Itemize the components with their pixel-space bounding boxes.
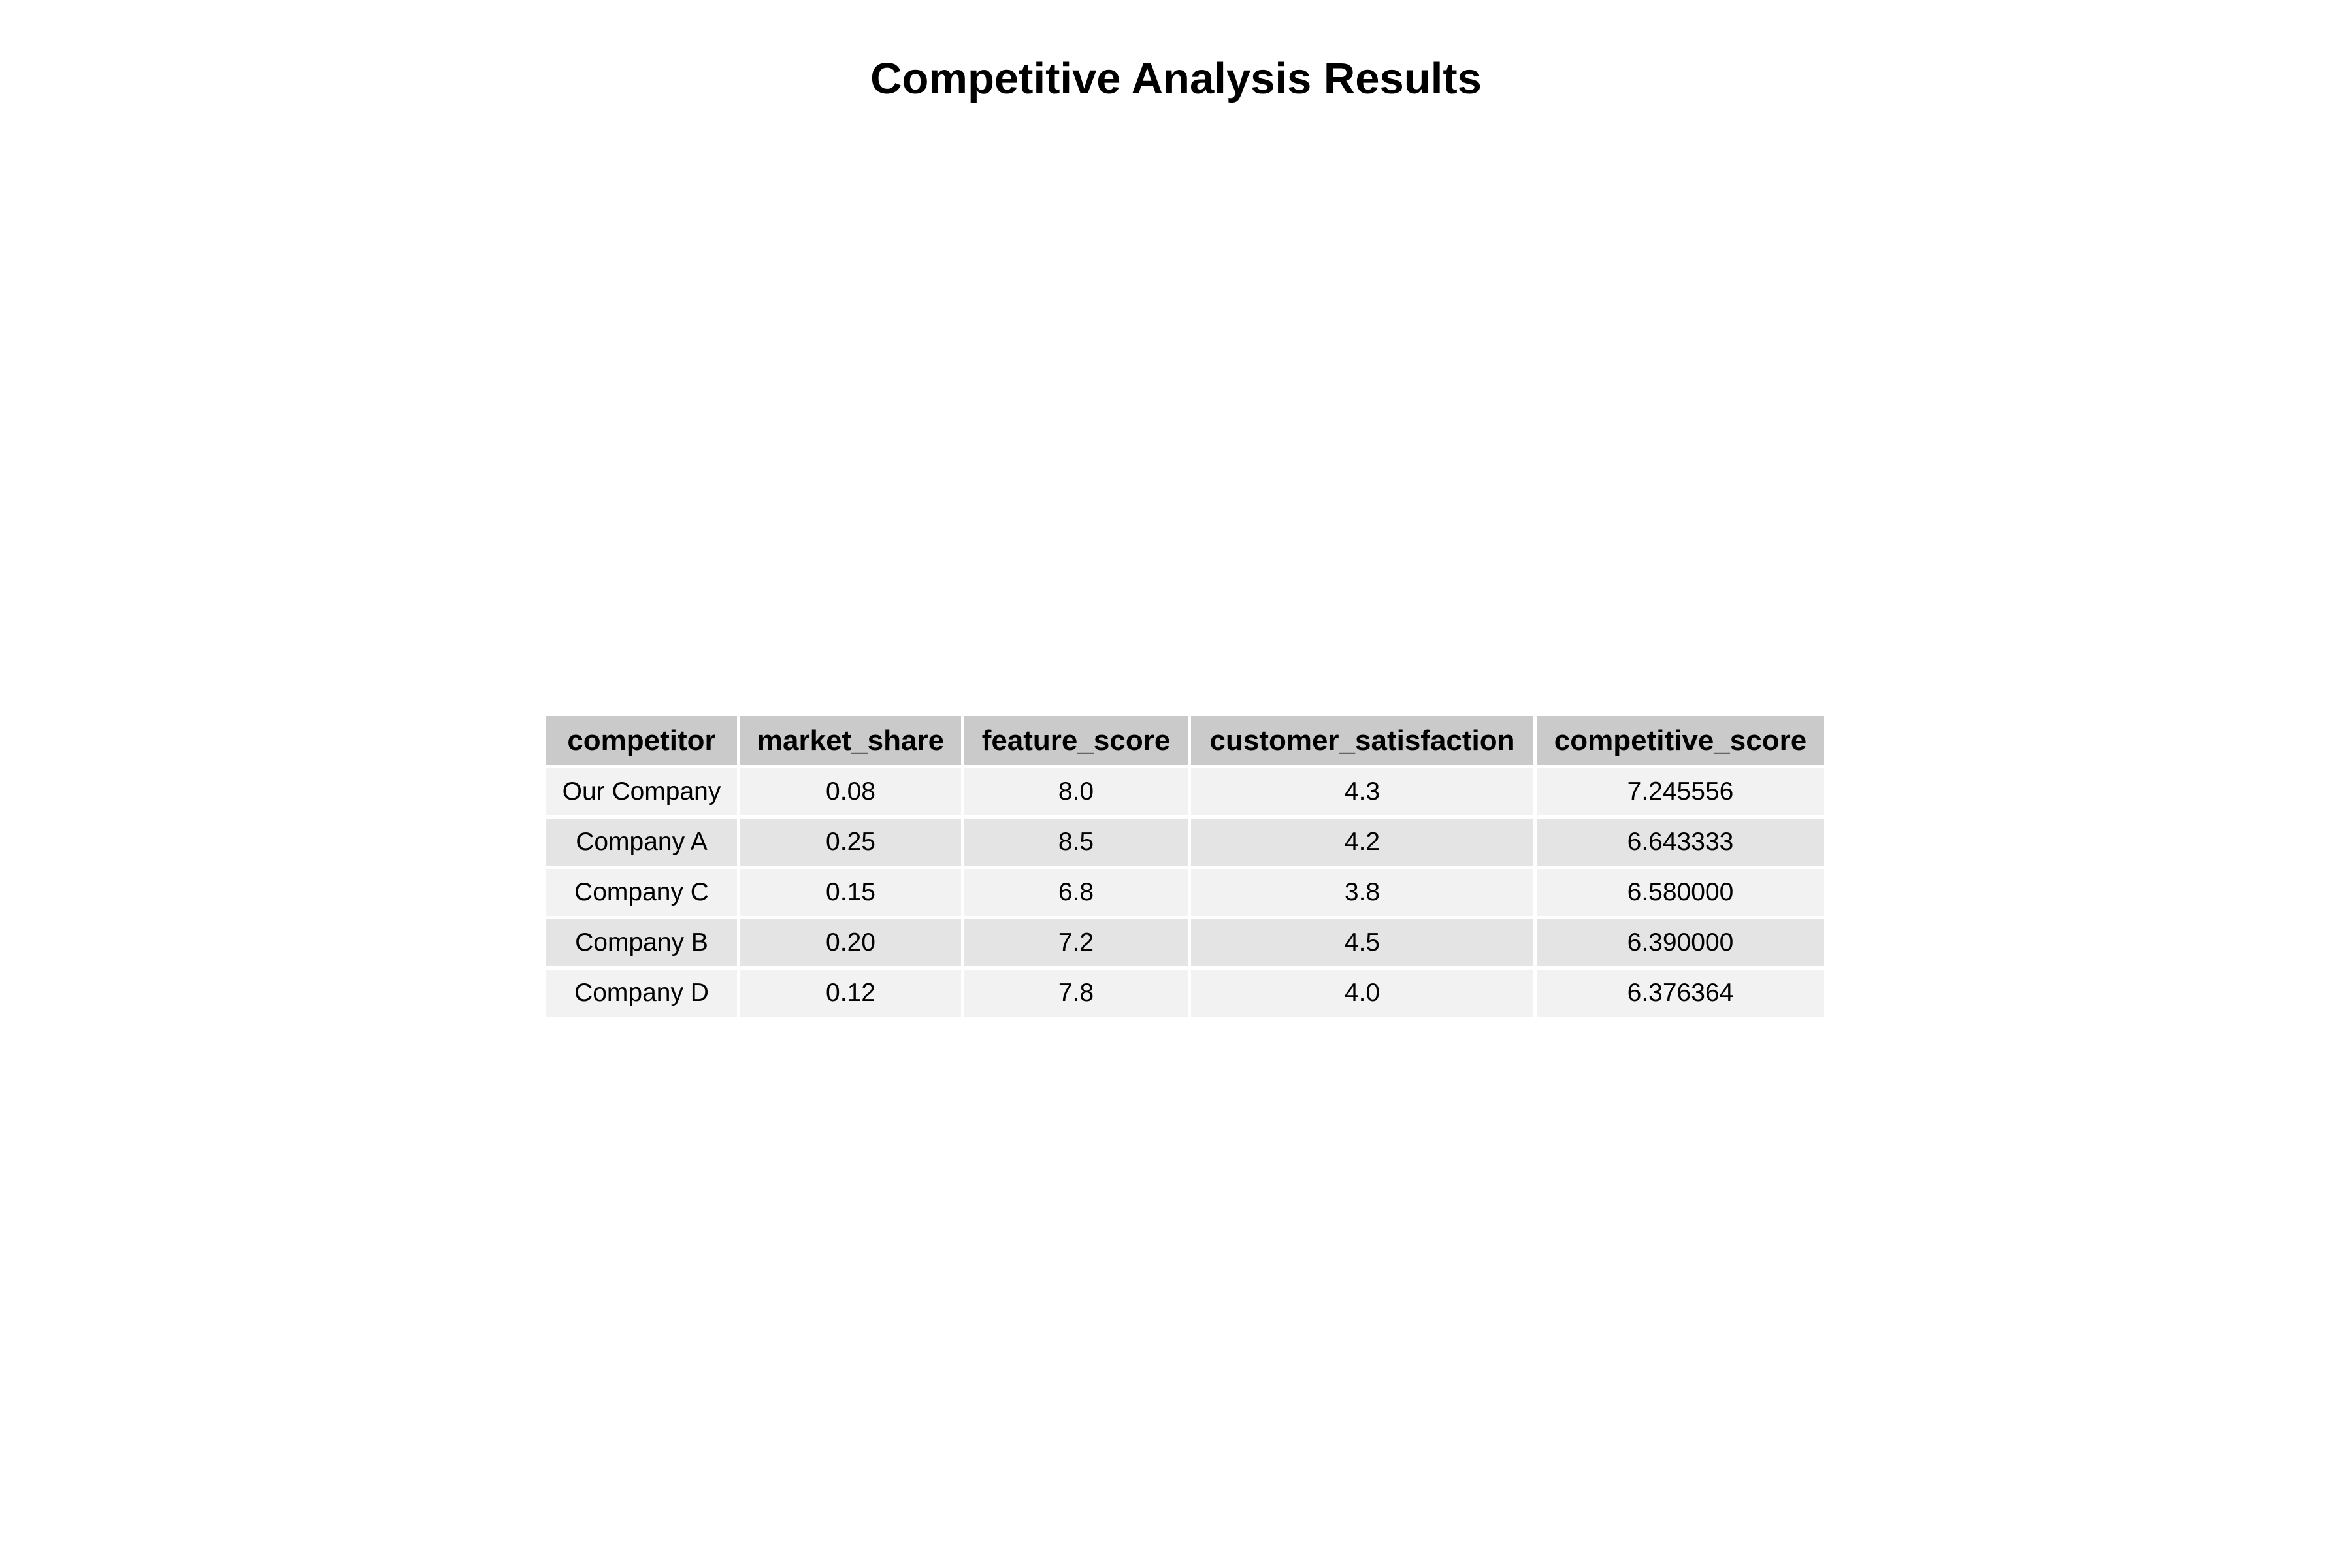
table-cell: 0.25 bbox=[740, 819, 961, 866]
table-cell: 6.376364 bbox=[1537, 970, 1824, 1017]
table-cell: 4.2 bbox=[1191, 819, 1533, 866]
table-cell: Company C bbox=[546, 869, 737, 916]
column-header-customer-satisfaction: customer_satisfaction bbox=[1191, 716, 1533, 765]
table-cell: 6.580000 bbox=[1537, 869, 1824, 916]
results-table: competitor market_share feature_score cu… bbox=[543, 713, 1827, 1020]
table-cell: 3.8 bbox=[1191, 869, 1533, 916]
table-cell: 6.390000 bbox=[1537, 919, 1824, 966]
table-cell: 0.15 bbox=[740, 869, 961, 916]
table-cell: 0.20 bbox=[740, 919, 961, 966]
table-cell: Company B bbox=[546, 919, 737, 966]
table-row: Company B 0.20 7.2 4.5 6.390000 bbox=[546, 919, 1824, 966]
table-cell: 8.0 bbox=[964, 768, 1188, 815]
table-row: Company A 0.25 8.5 4.2 6.643333 bbox=[546, 819, 1824, 866]
table-cell: 4.0 bbox=[1191, 970, 1533, 1017]
table-cell: 4.3 bbox=[1191, 768, 1533, 815]
table-cell: Company A bbox=[546, 819, 737, 866]
table-cell: 7.245556 bbox=[1537, 768, 1824, 815]
column-header-competitor: competitor bbox=[546, 716, 737, 765]
chart-title: Competitive Analysis Results bbox=[870, 54, 1482, 103]
table-cell: 6.643333 bbox=[1537, 819, 1824, 866]
table-cell: Company D bbox=[546, 970, 737, 1017]
table-cell: 6.8 bbox=[964, 869, 1188, 916]
table-row: Company D 0.12 7.8 4.0 6.376364 bbox=[546, 970, 1824, 1017]
table-cell: Our Company bbox=[546, 768, 737, 815]
table-cell: 7.8 bbox=[964, 970, 1188, 1017]
column-header-feature-score: feature_score bbox=[964, 716, 1188, 765]
table-cell: 4.5 bbox=[1191, 919, 1533, 966]
table-cell: 0.08 bbox=[740, 768, 961, 815]
column-header-competitive-score: competitive_score bbox=[1537, 716, 1824, 765]
table-header-row: competitor market_share feature_score cu… bbox=[546, 716, 1824, 765]
table-cell: 8.5 bbox=[964, 819, 1188, 866]
table-cell: 7.2 bbox=[964, 919, 1188, 966]
table-row: Company C 0.15 6.8 3.8 6.580000 bbox=[546, 869, 1824, 916]
table-cell: 0.12 bbox=[740, 970, 961, 1017]
table-row: Our Company 0.08 8.0 4.3 7.245556 bbox=[546, 768, 1824, 815]
column-header-market-share: market_share bbox=[740, 716, 961, 765]
